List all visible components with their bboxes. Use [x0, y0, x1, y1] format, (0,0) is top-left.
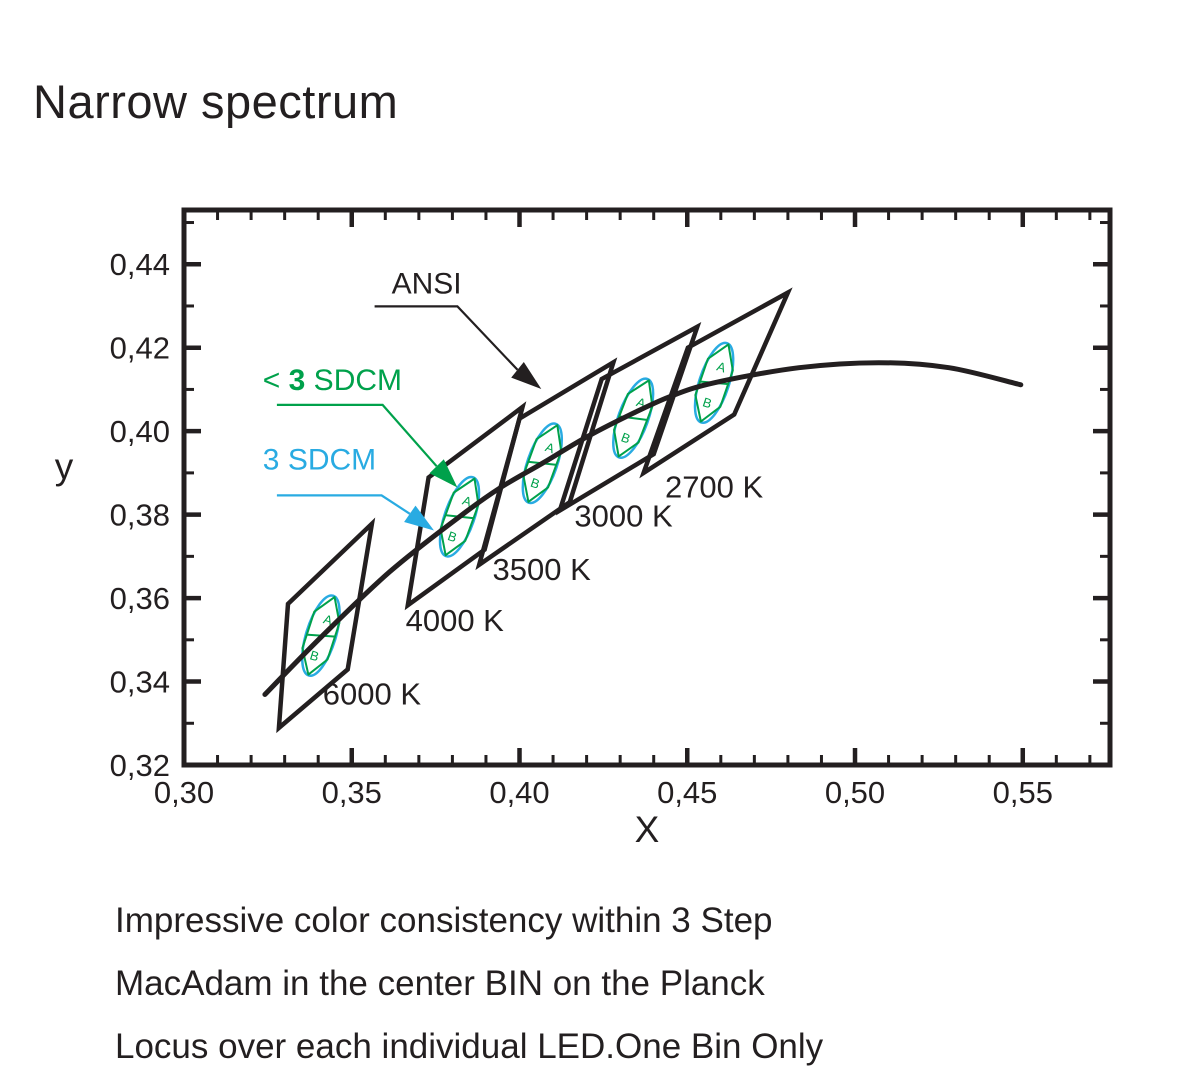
y-tick-label: 0,34 [110, 665, 170, 700]
y-tick-label: 0,42 [110, 331, 170, 366]
y-tick-label: 0,40 [110, 414, 170, 449]
plot-frame [181, 207, 1113, 768]
caption-line-3: Locus over each individual LED.One Bin O… [115, 1027, 824, 1066]
ansi-bin-quad-3500-k [475, 357, 618, 571]
y-tick-label: 0,32 [110, 748, 170, 783]
y-tick-label: 0,36 [110, 581, 170, 616]
planckian-locus-group [262, 360, 1024, 697]
cct-label-2700-k: 2700 K [665, 470, 764, 505]
x-tick-label: 0,40 [489, 775, 549, 810]
annotation-leader-3-sdcm [276, 494, 411, 515]
annotation-text-lt-3-sdcm: < 3 SDCM [263, 364, 402, 397]
annotation-arrowhead-3-sdcm [404, 505, 434, 531]
y-tick-label: 0,44 [110, 247, 170, 282]
x-tick-label: 0,45 [657, 775, 717, 810]
sub-bin-label-b-4000-k: B [446, 528, 459, 545]
sub-bin-label-b-2700-k: B [701, 394, 714, 411]
x-tick-label: 0,30 [154, 775, 214, 810]
annotation-text-part: ANSI [392, 268, 462, 301]
axes: 0,30 0,35 0,40 0,45 0,50 0,55 0,32 0,34 0,36 0,38… [55, 207, 1113, 850]
figure-canvas: Narrow spectrum A B A B A B A B A B 0,30 0,35 0,40 0,… [33, 75, 1113, 1066]
cct-label-6000-k: 6000 K [323, 677, 422, 712]
caption: Impressive color consistency within 3 St… [115, 889, 823, 1078]
annotation-text-ansi: ANSI [392, 268, 462, 301]
inner-bin-hexagon-2700-k [694, 343, 734, 423]
y-axis-title: y [55, 446, 74, 487]
cct-label-3000-k: 3000 K [574, 498, 673, 533]
annotation-text-part: 3 [289, 364, 306, 397]
annotation-arrowhead-ansi [511, 362, 542, 389]
caption-line-2: MacAdam in the center BIN on the Planck [115, 964, 765, 1003]
annotation-text-part: SDCM [305, 364, 402, 397]
annotation-text-3-sdcm: 3 SDCM [263, 444, 376, 477]
x-axis-title: X [635, 809, 660, 850]
ansi-bin-quads [276, 287, 793, 734]
x-tick-label: 0,55 [993, 775, 1053, 810]
ansi-bin-quad-6000-k [276, 517, 376, 734]
x-tick-label: 0,50 [825, 775, 885, 810]
sub-bin-label-b-3000-k: B [619, 429, 632, 446]
caption-line-1: Impressive color consistency within 3 St… [115, 901, 773, 940]
annotation-leader-lt-3-sdcm [276, 403, 438, 467]
sub-bin-label-b-3500-k: B [529, 475, 542, 492]
annotation-text-part: 3 SDCM [263, 444, 376, 477]
planckian-locus-curve [262, 360, 1024, 697]
inner-bin-hexagon-6000-k [301, 596, 341, 676]
ansi-bin-quad-3000-k [555, 322, 702, 516]
cct-label-3500-k: 3500 K [493, 552, 592, 587]
annotation-text-part: < [263, 364, 289, 397]
annotation-leader-ansi [374, 305, 519, 371]
y-tick-label: 0,38 [110, 498, 170, 533]
figure-title: Narrow spectrum [33, 75, 399, 128]
x-tick-label: 0,35 [322, 775, 382, 810]
sub-bin-label-b-6000-k: B [308, 647, 321, 664]
cct-label-4000-k: 4000 K [406, 603, 505, 638]
annotation-arrowhead-lt-3-sdcm [429, 459, 458, 488]
sub-bin-label-a-2700-k: A [715, 359, 728, 376]
